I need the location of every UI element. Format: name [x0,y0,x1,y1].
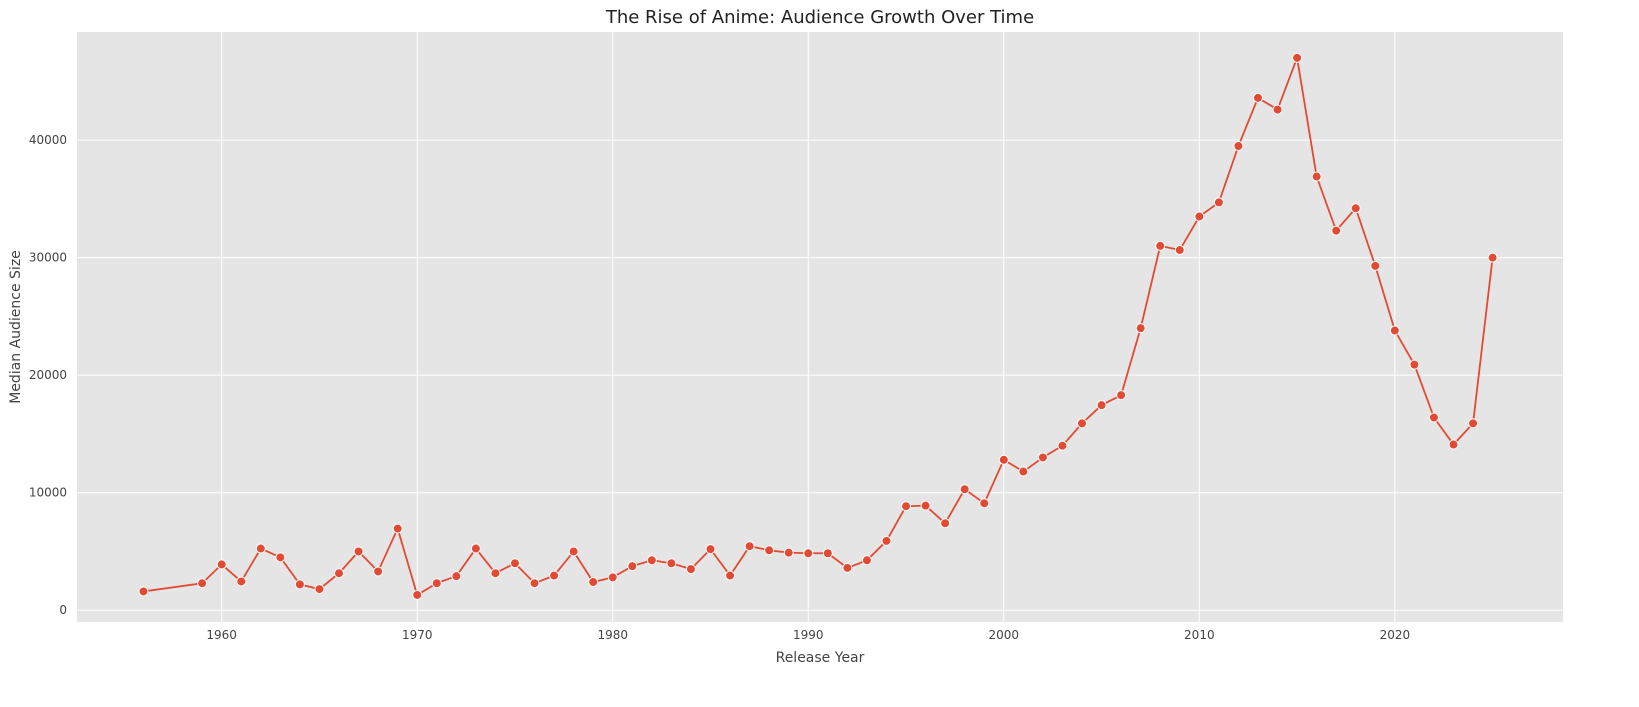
y-tick-label: 0 [59,603,67,617]
data-point [216,559,227,570]
data-point [431,578,442,589]
data-point [646,555,657,566]
data-point [861,555,872,566]
data-point [685,564,696,575]
data-point [314,584,325,595]
data-point [979,498,990,509]
data-point [1272,104,1283,115]
data-point [1311,171,1322,182]
data-point [373,566,384,577]
data-point [1428,412,1439,423]
y-tick-label: 30000 [29,251,67,265]
x-tick-label: 1970 [402,628,433,642]
x-tick-label: 2020 [1380,628,1411,642]
x-tick-label: 1980 [597,628,628,642]
y-tick-label: 10000 [29,486,67,500]
data-point [1331,225,1342,236]
data-point [1487,252,1498,263]
data-point [1252,92,1263,103]
data-point [998,454,1009,465]
data-point [353,546,364,557]
data-point [744,541,755,552]
data-point [1057,440,1068,451]
data-point [1468,418,1479,429]
plot-area [77,32,1563,622]
data-point [901,501,912,512]
data-point [509,558,520,569]
data-point [881,535,892,546]
data-point [1194,211,1205,222]
data-point [1292,52,1303,63]
data-point [392,523,403,534]
data-point [334,568,345,579]
data-point [470,543,481,554]
data-point [451,571,462,582]
chart-title: The Rise of Anime: Audience Growth Over … [605,7,1034,28]
data-point [607,572,618,583]
y-axis-label: Median Audience Size [8,250,24,404]
data-point [1448,439,1459,450]
data-point [1233,141,1244,152]
data-point [842,562,853,573]
data-point [822,548,833,559]
data-point [803,548,814,559]
data-point [588,577,599,588]
y-tick-label: 40000 [29,133,67,147]
data-point [197,578,208,589]
data-point [1018,466,1029,477]
data-point [1096,400,1107,411]
data-point [1370,260,1381,271]
data-point [1213,197,1224,208]
data-point [412,589,423,600]
data-point [1135,323,1146,334]
data-point [705,544,716,555]
data-point [1077,418,1088,429]
data-point [1350,203,1361,214]
data-point [549,570,560,581]
data-point [490,568,501,579]
data-point [940,518,951,529]
data-point [959,484,970,495]
x-axis-label: Release Year [776,650,865,666]
data-point [666,558,677,569]
x-tick-label: 1990 [793,628,824,642]
x-tick-label: 2010 [1184,628,1215,642]
data-point [568,546,579,557]
data-point [1116,390,1127,401]
data-point [255,543,266,554]
data-point [138,586,149,597]
data-point [1037,452,1048,463]
data-point [236,576,247,587]
x-tick-label: 2000 [989,628,1020,642]
data-point [1155,240,1166,251]
data-point [275,552,286,563]
data-point [764,545,775,556]
data-point [920,500,931,511]
data-point [1174,245,1185,256]
y-tick-label: 20000 [29,368,67,382]
data-point [627,561,638,572]
data-point [783,547,794,558]
data-point [725,570,736,581]
data-point [1409,359,1420,370]
data-point [529,578,540,589]
data-point [294,579,305,590]
x-tick-label: 1960 [206,628,237,642]
data-point [1389,325,1400,336]
